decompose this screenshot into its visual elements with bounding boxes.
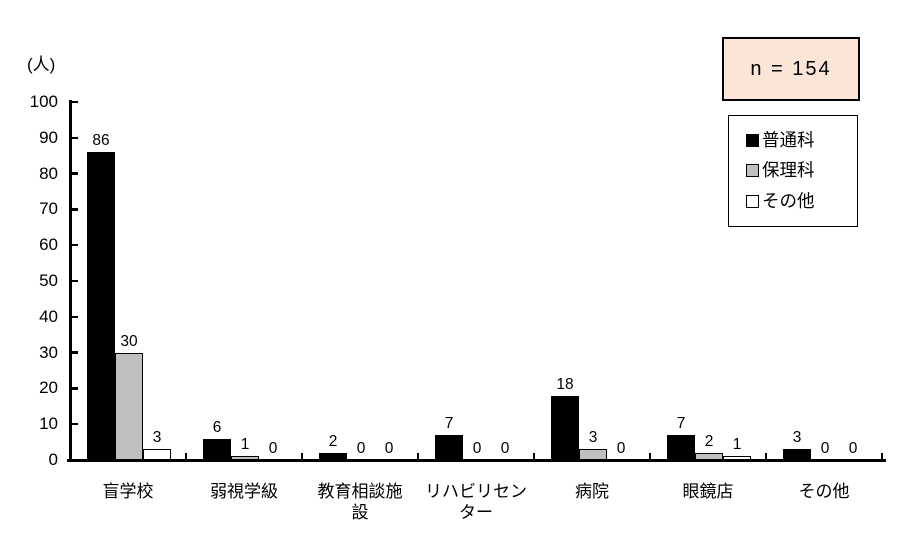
y-tick-label: 70	[39, 199, 58, 219]
y-tick	[71, 136, 78, 140]
x-tick	[68, 453, 72, 460]
legend-item: その他	[746, 192, 851, 211]
bar	[723, 456, 751, 460]
y-tick-label: 80	[39, 163, 58, 183]
y-axis-unit-label: (人)	[27, 55, 56, 74]
y-tick	[71, 208, 78, 211]
x-tick	[764, 453, 768, 460]
bar	[143, 449, 171, 460]
bar-value-label: 0	[472, 440, 482, 457]
legend-box: 普通科 保理科 その他	[728, 115, 858, 227]
legend-item-label: その他	[762, 191, 815, 212]
y-tick	[71, 100, 78, 104]
bar-value-label: 2	[704, 432, 714, 450]
bar-value-label: 0	[356, 440, 366, 457]
category-label: リハビリセン ター	[425, 482, 527, 522]
y-tick	[71, 172, 78, 175]
bar-value-label: 0	[500, 440, 510, 457]
category-label: 眼鏡店	[682, 482, 734, 501]
n-annotation-text: n = 154	[750, 57, 832, 80]
bar-value-label: 0	[384, 440, 394, 457]
y-tick-label: 90	[39, 127, 58, 147]
y-tick-label: 60	[39, 235, 58, 255]
bar-value-label: 0	[616, 440, 626, 457]
bar-value-label: 3	[792, 429, 802, 447]
y-tick-label: 0	[48, 450, 58, 469]
bar-value-label: 18	[556, 375, 574, 393]
x-tick	[532, 453, 536, 460]
legend-item-label: 保理科	[762, 160, 815, 181]
y-tick	[71, 458, 78, 462]
legend-item-label: 普通科	[762, 129, 815, 150]
y-tick-label: 20	[39, 378, 58, 398]
bar	[319, 452, 347, 460]
category-label: 病院	[575, 482, 609, 501]
y-axis-line	[69, 100, 72, 461]
bar	[87, 152, 115, 460]
bar-value-label: 0	[268, 440, 278, 457]
legend-swatch	[746, 164, 759, 178]
x-tick	[416, 453, 420, 460]
bar	[783, 449, 811, 460]
x-tick	[648, 453, 652, 460]
bar	[231, 456, 259, 460]
category-label: 盲学校	[102, 482, 154, 501]
y-tick	[71, 387, 78, 390]
bar-value-label: 0	[820, 440, 830, 457]
bar-value-label: 7	[444, 414, 454, 432]
y-tick	[71, 243, 78, 247]
y-tick-label: 100	[29, 92, 58, 111]
category-label: 教育相談施 設	[317, 482, 403, 522]
x-tick	[184, 453, 188, 460]
y-tick	[71, 315, 78, 319]
bar-value-label: 1	[240, 436, 250, 454]
bar	[115, 352, 143, 460]
n-annotation-box: n = 154	[722, 37, 860, 101]
category-label: 弱視学級	[210, 482, 278, 501]
bar-value-label: 2	[328, 432, 338, 450]
category-label: その他	[798, 482, 850, 501]
y-tick-label: 50	[39, 271, 58, 290]
legend-swatch	[746, 195, 759, 209]
x-tick	[880, 453, 884, 460]
bar-value-label: 1	[732, 436, 742, 454]
bar	[579, 449, 607, 460]
y-tick	[71, 279, 78, 283]
bar	[203, 438, 231, 460]
bar	[695, 452, 723, 460]
bar-value-label: 3	[588, 429, 598, 447]
bar-value-label: 30	[120, 332, 138, 350]
legend-swatch	[746, 133, 759, 147]
bar-value-label: 0	[848, 440, 858, 457]
y-tick-label: 30	[39, 342, 58, 362]
bar-value-label: 6	[212, 418, 222, 436]
y-tick-label: 40	[39, 306, 58, 326]
x-axis-line	[67, 458, 886, 462]
bar-value-label: 86	[92, 132, 110, 150]
x-tick	[300, 453, 304, 460]
legend-item: 普通科	[746, 129, 851, 150]
bar	[667, 434, 695, 460]
bar	[551, 395, 579, 460]
bar	[435, 434, 463, 460]
y-tick	[71, 422, 78, 426]
legend-item: 保理科	[746, 161, 851, 180]
bar-value-label: 7	[676, 414, 686, 432]
y-tick-label: 10	[39, 414, 58, 434]
bar-value-label: 3	[152, 429, 162, 447]
y-tick	[71, 351, 78, 354]
